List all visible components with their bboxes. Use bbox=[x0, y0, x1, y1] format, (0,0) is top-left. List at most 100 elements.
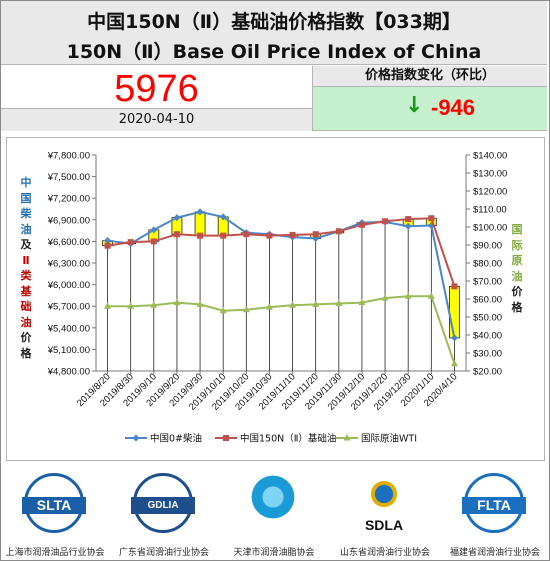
left-char: 类 bbox=[20, 269, 32, 282]
legend-square-marker bbox=[223, 435, 229, 441]
left-char: 柴 bbox=[20, 207, 32, 220]
right-tick-label: $130.00 bbox=[473, 169, 507, 180]
left-tick-label: ¥4,800.00 bbox=[47, 367, 90, 378]
series-line-3 bbox=[107, 295, 456, 365]
left-tick-label: ¥7,500.00 bbox=[47, 172, 90, 183]
association-logo-3 bbox=[239, 471, 309, 541]
title-chinese: 中国150N（Ⅱ）基础油价格指数【033期】 bbox=[87, 11, 461, 33]
legend-label: 中国150N（Ⅱ）基础油 bbox=[240, 433, 336, 445]
association-logo-1: SLTA bbox=[20, 471, 90, 541]
left-tick-label: ¥6,900.00 bbox=[47, 215, 90, 226]
square-marker bbox=[312, 231, 319, 238]
right-tick-label: $50.00 bbox=[473, 313, 502, 324]
square-marker bbox=[127, 239, 134, 246]
right-tick-label: $80.00 bbox=[473, 259, 502, 270]
left-tick-label: ¥6,000.00 bbox=[47, 280, 90, 291]
diamond-marker bbox=[104, 237, 112, 245]
left-char: 格 bbox=[20, 346, 32, 360]
left-char: 基 bbox=[20, 284, 32, 298]
logo-abbreviation: SDLA bbox=[364, 517, 404, 533]
right-tick-label: $140.00 bbox=[473, 151, 507, 162]
triangle-marker bbox=[242, 305, 250, 313]
diamond-marker bbox=[196, 208, 204, 216]
right-char: 原 bbox=[511, 254, 523, 267]
left-char: 价 bbox=[20, 331, 32, 344]
square-marker bbox=[243, 231, 250, 238]
series-line-2 bbox=[107, 217, 456, 287]
right-char: 油 bbox=[511, 269, 523, 283]
left-char: Ⅱ bbox=[22, 253, 30, 267]
square-marker bbox=[405, 216, 412, 223]
legend-label: 中国0#柴油 bbox=[150, 433, 202, 445]
right-tick-label: $120.00 bbox=[473, 187, 507, 198]
association-name: 天津市润滑油脂协会 bbox=[233, 548, 315, 558]
left-char: 础 bbox=[20, 300, 32, 313]
right-tick-label: $100.00 bbox=[473, 223, 507, 234]
change-panel: ↓ -946 bbox=[313, 87, 547, 131]
triangle-marker bbox=[104, 302, 112, 309]
square-marker bbox=[150, 238, 157, 245]
diamond-marker bbox=[219, 213, 227, 221]
triangle-marker bbox=[196, 300, 204, 307]
square-marker bbox=[451, 283, 458, 290]
left-char: 中 bbox=[20, 176, 32, 189]
triangle-marker bbox=[335, 299, 343, 306]
logo-abbreviation: SLTA bbox=[22, 497, 86, 514]
right-tick-label: $90.00 bbox=[473, 241, 502, 252]
triangle-marker bbox=[427, 292, 435, 299]
square-marker bbox=[197, 232, 204, 239]
association-logo-4: SDLA bbox=[350, 471, 420, 541]
left-tick-label: ¥6,300.00 bbox=[47, 259, 90, 270]
down-arrow-icon: ↓ bbox=[405, 93, 424, 118]
right-char: 价 bbox=[511, 285, 523, 298]
square-marker bbox=[428, 215, 435, 222]
square-marker bbox=[104, 242, 111, 249]
logo-abbreviation: FLTA bbox=[462, 497, 526, 514]
diamond-marker bbox=[450, 334, 458, 342]
change-value: -946 bbox=[431, 95, 476, 120]
legend-diamond-marker bbox=[132, 434, 140, 442]
square-marker bbox=[173, 231, 180, 238]
right-char: 国 bbox=[511, 223, 523, 236]
triangle-marker bbox=[127, 302, 135, 309]
title-banner: 中国150N（Ⅱ）基础油价格指数【033期】 150N（Ⅱ）Base Oil P… bbox=[1, 1, 547, 65]
right-tick-label: $20.00 bbox=[473, 367, 502, 378]
diamond-marker bbox=[404, 222, 412, 230]
index-value: 5976 bbox=[114, 68, 199, 110]
diamond-marker bbox=[173, 214, 181, 222]
legend-triangle-marker bbox=[343, 434, 351, 441]
logo-emblem-icon bbox=[243, 473, 303, 533]
triangle-marker bbox=[265, 303, 273, 310]
square-marker bbox=[358, 221, 365, 228]
triangle-marker bbox=[289, 301, 297, 308]
series-line-1 bbox=[107, 210, 456, 339]
left-tick-label: ¥7,200.00 bbox=[47, 194, 90, 205]
diamond-marker bbox=[150, 226, 158, 234]
up-down-bar bbox=[194, 211, 206, 237]
left-tick-label: ¥6,600.00 bbox=[47, 237, 90, 248]
up-down-bar bbox=[449, 285, 460, 339]
square-marker bbox=[335, 228, 342, 235]
association-logos: SLTA 上海市润滑油品行业协会 GDLIA 广东省润滑油行业协会 天津市润滑油脂协会 S… bbox=[0, 463, 550, 561]
triangle-marker bbox=[173, 298, 181, 306]
association-name: 上海市润滑油品行业协会 bbox=[5, 548, 105, 558]
title-english: 150N（Ⅱ）Base Oil Price Index of China bbox=[66, 41, 482, 63]
left-tick-label: ¥5,700.00 bbox=[47, 302, 90, 313]
right-tick-label: $60.00 bbox=[473, 295, 502, 306]
right-axis-title: 国际原油价格 bbox=[509, 222, 525, 315]
square-marker bbox=[289, 231, 296, 238]
index-date: 2020-04-10 bbox=[1, 108, 312, 131]
right-tick-label: $30.00 bbox=[473, 349, 502, 360]
association-name: 福建省润滑油行业协会 bbox=[449, 548, 540, 558]
triangle-marker bbox=[404, 292, 412, 299]
triangle-marker bbox=[312, 300, 320, 307]
right-char: 格 bbox=[511, 300, 523, 314]
association-logo-5: FLTA bbox=[460, 471, 530, 541]
triangle-marker bbox=[358, 298, 366, 306]
left-tick-label: ¥5,100.00 bbox=[47, 345, 90, 356]
triangle-marker bbox=[450, 359, 458, 367]
square-marker bbox=[220, 232, 227, 239]
square-marker bbox=[382, 218, 389, 225]
left-tick-label: ¥7,800.00 bbox=[47, 151, 90, 162]
